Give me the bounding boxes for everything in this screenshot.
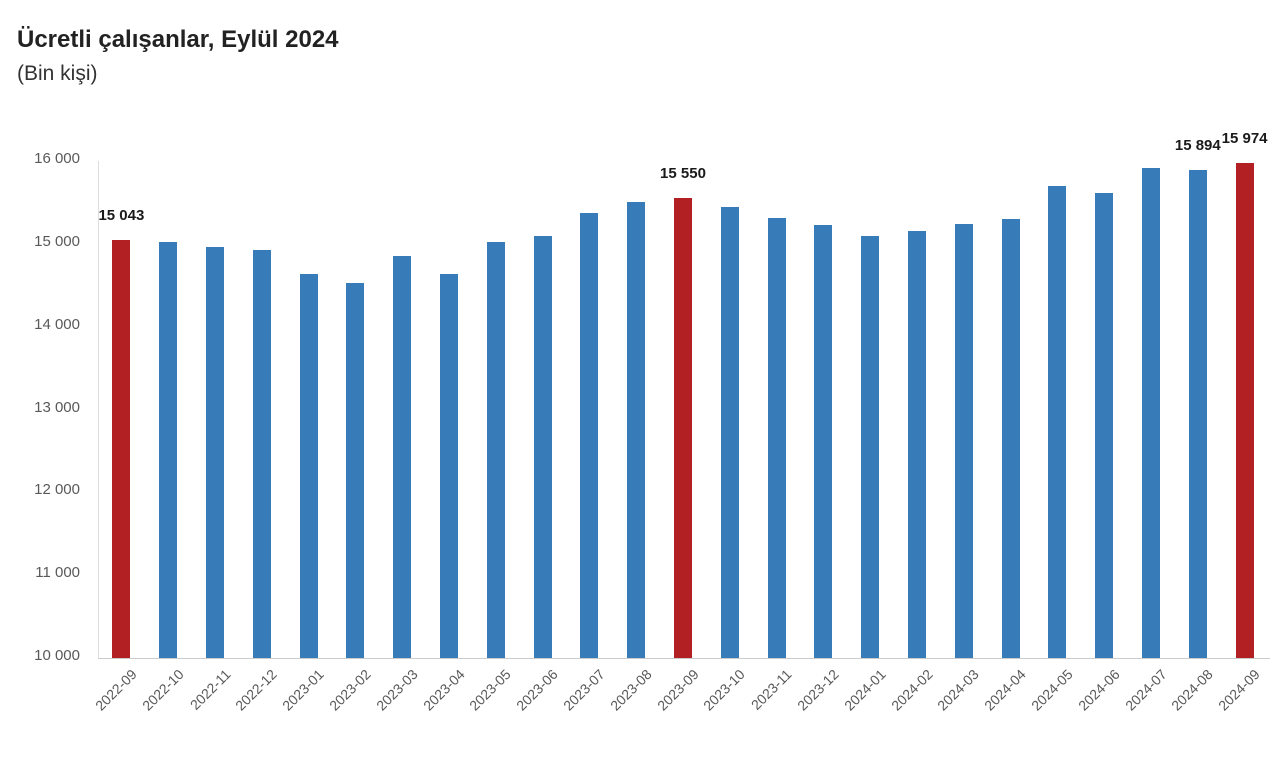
chart-title: Ücretli çalışanlar, Eylül 2024 <box>17 26 339 53</box>
y-tick-label: 13 000 <box>34 398 80 416</box>
bar-2024-08 <box>1188 169 1207 658</box>
x-tick-label: 2023-10 <box>700 666 749 714</box>
bar-value-label: 15 550 <box>660 165 706 183</box>
chart-subtitle: (Bin kişi) <box>17 62 98 85</box>
y-tick-label: 15 000 <box>34 232 80 250</box>
x-tick-label: 2024-04 <box>981 666 1029 714</box>
x-tick-label: 2024-03 <box>934 666 983 714</box>
x-tick-label: 2023-06 <box>513 666 561 714</box>
y-tick-label: 14 000 <box>34 315 80 333</box>
x-tick-label: 2024-01 <box>840 666 889 714</box>
x-tick-label: 2023-02 <box>326 666 374 714</box>
x-tick-label: 2023-08 <box>606 666 655 714</box>
x-tick-label: 2022-12 <box>232 666 281 714</box>
y-tick-label: 10 000 <box>34 647 80 664</box>
bar-2024-06 <box>1095 193 1114 658</box>
bar-2023-03 <box>393 256 412 658</box>
x-tick-label: 2023-09 <box>653 666 702 714</box>
bar-2023-04 <box>440 274 458 658</box>
bar-2024-01 <box>861 235 880 658</box>
y-axis: 10 000 11 000 12 000 13 000 14 000 15 000 16 0… <box>0 0 80 770</box>
bar-value-label: 15 974 <box>1221 130 1268 148</box>
bar-2022-09 <box>112 240 131 658</box>
bar-2023-07 <box>580 213 599 658</box>
x-tick-label: 2023-03 <box>372 666 421 714</box>
bar-value-label: 15 043 <box>98 207 145 225</box>
bar-2023-06 <box>533 236 552 658</box>
bar-2024-03 <box>954 223 973 658</box>
y-tick-label: 16 000 <box>34 150 80 167</box>
x-tick-label: 2023-11 <box>747 666 795 713</box>
x-tick-label: 2022-11 <box>186 666 234 713</box>
bar-2024-09 <box>1235 163 1254 658</box>
bar-2022-11 <box>206 247 224 658</box>
x-tick-label: 2022-10 <box>138 666 187 714</box>
x-tick-label: 2024-09 <box>1215 666 1263 714</box>
bar-2024-05 <box>1048 185 1067 658</box>
x-tick-label: 2024-08 <box>1168 666 1217 714</box>
bar-2024-07 <box>1142 168 1160 658</box>
bar-2024-04 <box>1001 218 1020 658</box>
x-tick-label: 2024-05 <box>1028 666 1076 714</box>
x-tick-label: 2023-04 <box>419 666 468 714</box>
bar-2023-09 <box>674 198 692 658</box>
y-axis-line <box>98 161 99 658</box>
bar-2023-01 <box>299 273 318 658</box>
x-tick-label: 2023-12 <box>794 666 842 714</box>
x-axis-line <box>98 658 1270 659</box>
bar-2023-10 <box>720 206 739 658</box>
bar-2022-10 <box>159 242 178 658</box>
bar-2023-11 <box>767 218 786 658</box>
bar-2023-02 <box>346 282 365 658</box>
x-tick-label: 2023-07 <box>560 666 608 714</box>
bar-2023-05 <box>486 242 505 658</box>
x-tick-label: 2023-05 <box>466 666 515 714</box>
x-tick-label: 2024-07 <box>1121 666 1170 714</box>
bar-2023-12 <box>814 224 833 658</box>
bar-2024-02 <box>908 231 926 658</box>
x-tick-label: 2024-06 <box>1074 666 1123 714</box>
bar-2023-08 <box>627 202 646 658</box>
y-tick-label: 12 000 <box>34 481 80 499</box>
x-tick-label: 2023-01 <box>279 666 327 714</box>
x-tick-label: 2022-09 <box>92 666 140 714</box>
bar-value-label: 15 894 <box>1174 136 1221 154</box>
plot-area: 15 043 2022-09 2022-10 2022-11 2022-12 2023-0… <box>92 131 1268 714</box>
bar-2022-12 <box>252 249 271 658</box>
y-tick-label: 11 000 <box>35 564 80 582</box>
x-tick-label: 2024-02 <box>887 666 936 714</box>
